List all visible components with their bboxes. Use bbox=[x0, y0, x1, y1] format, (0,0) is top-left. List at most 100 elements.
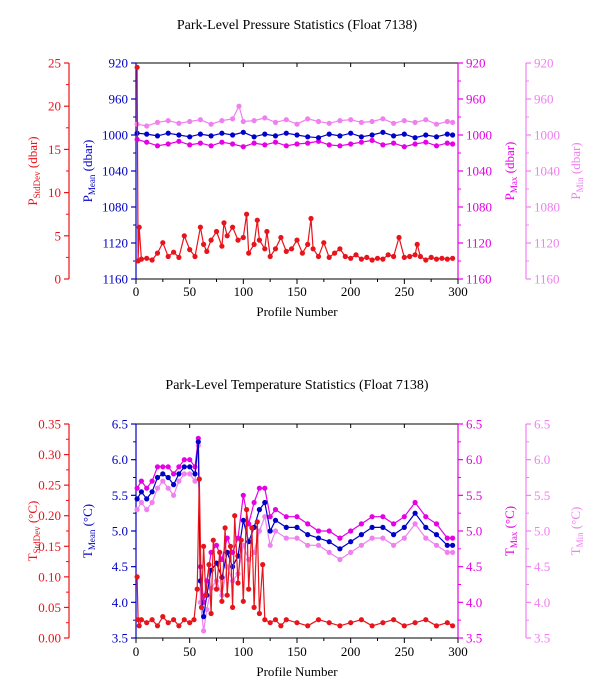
x-axis-label: Profile Number bbox=[256, 304, 338, 319]
data-point bbox=[444, 620, 450, 626]
y-tick-label: 4.5 bbox=[466, 559, 482, 574]
data-point bbox=[423, 132, 429, 138]
data-point bbox=[391, 253, 397, 260]
data-point bbox=[197, 224, 203, 230]
data-point bbox=[154, 485, 161, 491]
data-point bbox=[165, 130, 171, 136]
data-point bbox=[134, 507, 140, 513]
data-point bbox=[337, 143, 343, 149]
chart-title: Park-Level Temperature Statistics (Float… bbox=[165, 378, 428, 393]
data-point bbox=[262, 485, 268, 491]
data-point bbox=[289, 246, 295, 252]
data-point bbox=[423, 535, 429, 541]
data-point bbox=[305, 116, 311, 122]
data-point bbox=[326, 142, 332, 148]
data-point bbox=[144, 507, 150, 513]
data-point bbox=[262, 246, 268, 252]
data-point bbox=[262, 617, 268, 623]
data-point bbox=[391, 532, 397, 538]
data-point bbox=[412, 119, 418, 125]
x-tick-label: 250 bbox=[395, 284, 415, 299]
series-max bbox=[134, 136, 456, 150]
data-point bbox=[171, 471, 177, 477]
data-point bbox=[369, 137, 375, 143]
data-point bbox=[208, 585, 214, 591]
data-point bbox=[240, 118, 246, 125]
data-point bbox=[283, 514, 289, 520]
data-point bbox=[358, 256, 364, 262]
data-point bbox=[181, 464, 187, 470]
data-point bbox=[433, 121, 440, 127]
data-point bbox=[326, 539, 332, 545]
data-point bbox=[380, 620, 386, 626]
y-tick-label: 0.05 bbox=[38, 600, 61, 615]
data-point bbox=[439, 255, 445, 261]
data-point bbox=[294, 620, 300, 626]
data-point bbox=[254, 217, 260, 223]
series-line bbox=[136, 438, 453, 603]
data-point bbox=[210, 537, 216, 543]
data-point bbox=[326, 549, 332, 556]
y-tick-label: 960 bbox=[109, 92, 129, 107]
y-tick-label: 960 bbox=[466, 92, 486, 107]
series-mean bbox=[134, 439, 456, 620]
y-tick-label: 1040 bbox=[102, 164, 128, 179]
data-point bbox=[197, 131, 203, 137]
data-point bbox=[428, 254, 434, 260]
data-point bbox=[181, 233, 187, 239]
y-axis-stddev: 0.00 0.05 0.10 0.15 0.20 0.25 0.30 0.35 TStdDev … bbox=[25, 417, 70, 646]
data-point bbox=[219, 139, 225, 145]
data-point bbox=[154, 464, 161, 470]
y-tick-label: 5.0 bbox=[112, 524, 128, 539]
data-point bbox=[176, 120, 182, 126]
chart-1: Park-Level Pressure Statistics (Float 71… bbox=[25, 18, 585, 319]
data-point bbox=[278, 623, 284, 629]
y-tick-label: 920 bbox=[466, 56, 486, 71]
data-point bbox=[433, 143, 440, 149]
data-point bbox=[221, 220, 227, 226]
data-point bbox=[369, 623, 375, 629]
data-point bbox=[380, 256, 386, 262]
data-point bbox=[138, 478, 144, 484]
series-stddev bbox=[134, 64, 456, 264]
data-point bbox=[321, 240, 327, 246]
data-point bbox=[283, 117, 289, 123]
data-point bbox=[348, 549, 354, 556]
y-tick-label: 5.0 bbox=[466, 524, 482, 539]
data-point bbox=[217, 549, 223, 556]
data-point bbox=[310, 246, 316, 252]
data-point bbox=[450, 141, 456, 147]
y-tick-label: 3.5 bbox=[534, 631, 550, 646]
data-point bbox=[244, 211, 250, 217]
data-point bbox=[401, 131, 407, 137]
y-tick-label: 25 bbox=[48, 56, 61, 71]
data-point bbox=[391, 133, 397, 139]
data-point bbox=[246, 586, 252, 592]
y-tick-label: 10 bbox=[48, 185, 61, 200]
data-point bbox=[181, 471, 187, 477]
data-point bbox=[315, 135, 322, 141]
data-point bbox=[171, 617, 177, 623]
data-point bbox=[305, 241, 311, 247]
data-point bbox=[144, 123, 150, 129]
data-point bbox=[450, 542, 456, 548]
data-point bbox=[369, 257, 375, 263]
data-point bbox=[433, 521, 440, 527]
data-point bbox=[348, 528, 354, 534]
y-tick-label: 6.5 bbox=[534, 417, 550, 432]
data-point bbox=[197, 117, 203, 123]
y-axis-min: 3.5 4.0 4.5 5.0 5.5 6.0 6.5 TMin (°C) bbox=[525, 417, 585, 646]
data-point bbox=[236, 103, 242, 109]
chart-title: Park-Level Pressure Statistics (Float 71… bbox=[177, 18, 418, 33]
data-point bbox=[154, 623, 161, 629]
data-point bbox=[358, 139, 364, 145]
data-point bbox=[149, 489, 155, 495]
data-point bbox=[138, 499, 144, 506]
data-point bbox=[369, 514, 375, 520]
data-point bbox=[315, 118, 322, 125]
data-point bbox=[294, 132, 300, 138]
data-point bbox=[198, 604, 205, 611]
data-point bbox=[380, 535, 386, 541]
x-tick-label: 300 bbox=[448, 644, 468, 659]
